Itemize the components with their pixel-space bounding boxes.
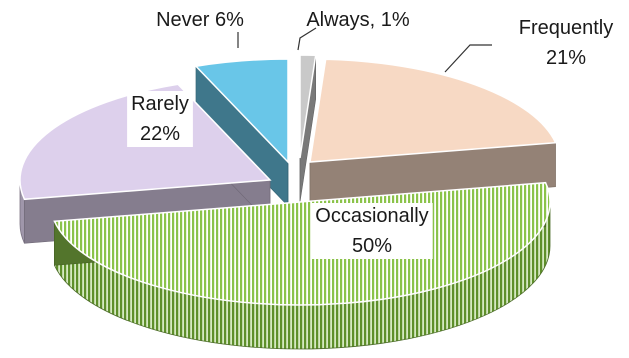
data-label-occasionally-line-0: Occasionally: [315, 205, 428, 227]
leader-line-always: [297, 27, 317, 51]
data-label-frequently-line-0: Frequently: [519, 17, 614, 39]
data-label-rarely-line-1: 22%: [140, 123, 180, 145]
data-label-rarely-line-0: Rarely: [131, 93, 189, 115]
data-label-frequently: Frequently 21%: [519, 17, 614, 69]
data-label-always: Always, 1%: [306, 9, 410, 31]
data-label-always-line-0: Always, 1%: [306, 9, 410, 31]
label-background-occasionally: [311, 203, 433, 259]
leader-line-frequently: [444, 44, 492, 73]
slice-never: [194, 58, 289, 164]
data-label-occasionally-line-1: 50%: [352, 235, 392, 257]
data-label-frequently-line-1: 21%: [546, 47, 586, 69]
leader-lines: [237, 27, 492, 73]
label-background-rarely: [127, 91, 193, 147]
slice-frequently: [309, 58, 557, 163]
data-label-never: Never 6%: [156, 9, 244, 31]
data-label-rarely: Rarely 22%: [127, 91, 193, 147]
data-label-never-line-0: Never 6%: [156, 9, 244, 31]
slice-always: [299, 54, 317, 159]
data-label-occasionally: Occasionally 50%: [311, 203, 433, 259]
data-labels: Always, 1% Frequently 21% Occasionally 50% Ra…: [127, 9, 613, 259]
